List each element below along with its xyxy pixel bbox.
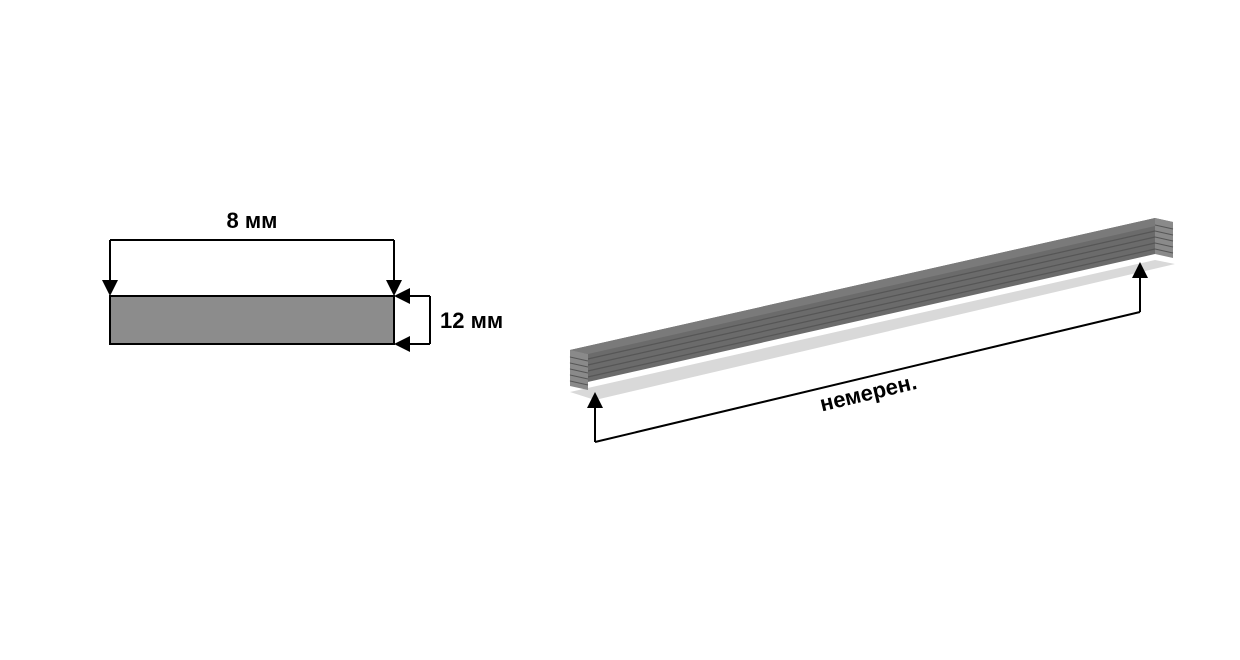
diagram-container: 8 мм 12 мм [0, 0, 1240, 660]
diagram-svg: 8 мм 12 мм [0, 0, 1240, 660]
height-label: 12 мм [440, 308, 503, 333]
height-dimension: 12 мм [394, 288, 503, 352]
width-label: 8 мм [227, 208, 278, 233]
cross-section: 8 мм 12 мм [102, 208, 503, 352]
bar-3d: немерен. [570, 218, 1175, 442]
cross-section-rect [110, 296, 394, 344]
width-dimension: 8 мм [102, 208, 402, 296]
